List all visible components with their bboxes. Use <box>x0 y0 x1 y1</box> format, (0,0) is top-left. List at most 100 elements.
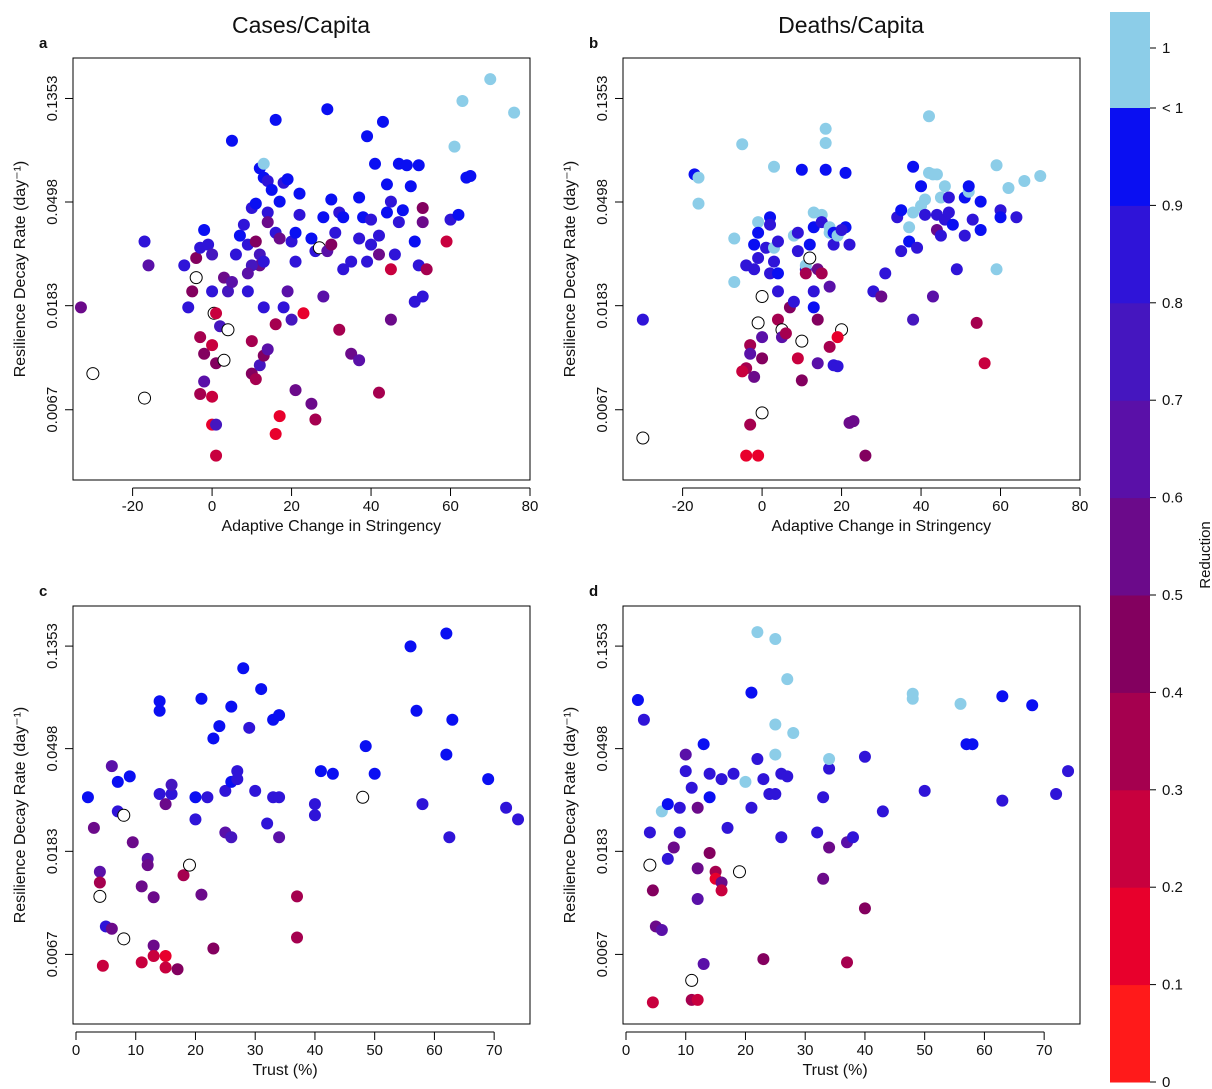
data-point <box>231 765 244 778</box>
x-tick-label: 20 <box>833 498 850 515</box>
data-point <box>372 386 385 399</box>
data-point <box>823 762 836 775</box>
plot-frame <box>72 57 531 481</box>
y-tick-label: 0.0498 <box>44 726 61 772</box>
data-point <box>289 255 302 268</box>
x-tick-label: 60 <box>426 1042 443 1059</box>
x-tick-label: -20 <box>672 498 694 515</box>
data-point <box>194 331 207 344</box>
data-point <box>329 226 342 239</box>
data-point <box>500 801 513 814</box>
data-point <box>811 357 824 370</box>
data-point <box>631 694 644 707</box>
data-point <box>206 285 219 298</box>
data-point <box>691 892 704 905</box>
data-point <box>1002 182 1015 195</box>
x-tick-label: 0 <box>622 1042 630 1059</box>
data-point <box>325 238 338 251</box>
data-point <box>907 206 920 219</box>
data-point <box>380 206 393 219</box>
data-point <box>420 263 433 276</box>
data-point <box>1010 211 1023 224</box>
data-point <box>105 922 118 935</box>
data-point <box>646 884 659 897</box>
data-point <box>775 831 788 844</box>
data-point <box>636 313 649 326</box>
data-point <box>859 449 872 462</box>
data-point <box>147 891 160 904</box>
data-point <box>755 289 769 303</box>
data-point <box>135 880 148 893</box>
data-point <box>990 159 1003 172</box>
data-point <box>93 889 107 903</box>
y-axis: 0.0067 0.0183 0.0498 0.1353 <box>594 76 623 433</box>
data-point <box>337 263 350 276</box>
data-point <box>918 784 931 797</box>
data-point <box>926 290 939 303</box>
data-point <box>308 798 321 811</box>
data-point <box>345 255 358 268</box>
data-point <box>333 323 346 336</box>
data-point <box>353 232 366 245</box>
data-point <box>217 353 231 367</box>
data-point <box>210 307 223 320</box>
data-point <box>819 122 832 135</box>
colorbar-block-one <box>1110 12 1150 108</box>
colorbar-block <box>1110 595 1150 693</box>
data-point <box>277 301 290 314</box>
y-tick-label: 0.0183 <box>44 828 61 874</box>
data-point <box>791 245 804 258</box>
data-point <box>189 791 202 804</box>
data-point <box>361 255 374 268</box>
data-point <box>691 801 704 814</box>
y-tick-label: 0.0067 <box>594 387 611 433</box>
x-tick-label: 10 <box>677 1042 694 1059</box>
data-point <box>643 858 657 872</box>
data-point <box>325 193 338 206</box>
y-tick-label: 0.0067 <box>44 387 61 433</box>
data-point <box>190 251 203 264</box>
x-tick-label: 80 <box>522 498 539 515</box>
data-point <box>400 159 413 172</box>
data-point <box>356 790 370 804</box>
y-tick-label: 0.0498 <box>44 179 61 225</box>
data-point <box>858 902 871 915</box>
data-point <box>440 235 453 248</box>
data-point <box>685 781 698 794</box>
data-point <box>138 391 152 405</box>
data-point <box>879 267 892 280</box>
colorbar-tick-label: 1 <box>1162 40 1170 57</box>
x-axis-label: Trust (%) <box>802 1062 867 1079</box>
data-point <box>269 428 282 441</box>
data-point <box>416 798 429 811</box>
data-point <box>117 932 131 946</box>
y-tick-label: 0.0183 <box>44 283 61 329</box>
data-point <box>206 248 219 261</box>
data-point <box>974 195 987 208</box>
data-point <box>795 163 808 176</box>
data-point <box>285 313 298 326</box>
data-point <box>317 290 330 303</box>
colorbar-block <box>1110 887 1150 986</box>
data-point <box>673 801 686 814</box>
data-point <box>225 276 238 289</box>
data-point <box>748 263 761 276</box>
data-point <box>484 73 497 86</box>
panel-letter: a <box>39 35 48 52</box>
data-point <box>353 354 366 367</box>
x-axis: 0 10 20 30 40 50 60 70 <box>622 1031 1053 1059</box>
data-point <box>456 95 469 108</box>
data-point <box>249 373 262 386</box>
data-point <box>791 352 804 365</box>
data-point <box>147 949 160 962</box>
column-title-cases: Cases/Capita <box>232 12 370 38</box>
data-point <box>177 869 190 882</box>
data-point <box>787 726 800 739</box>
data-point <box>769 632 782 645</box>
data-point <box>895 204 908 217</box>
data-point <box>745 686 758 699</box>
x-tick-label: 20 <box>737 1042 754 1059</box>
data-point <box>452 208 465 221</box>
y-tick-label: 0.1353 <box>44 76 61 122</box>
data-point <box>165 778 178 791</box>
